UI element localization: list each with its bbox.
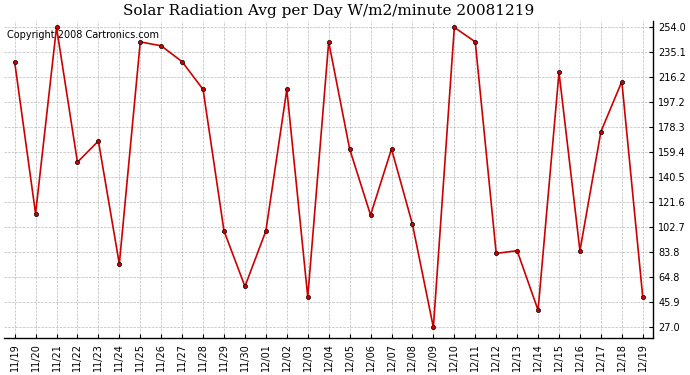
Title: Solar Radiation Avg per Day W/m2/minute 20081219: Solar Radiation Avg per Day W/m2/minute … — [123, 4, 534, 18]
Text: Copyright 2008 Cartronics.com: Copyright 2008 Cartronics.com — [8, 30, 159, 40]
